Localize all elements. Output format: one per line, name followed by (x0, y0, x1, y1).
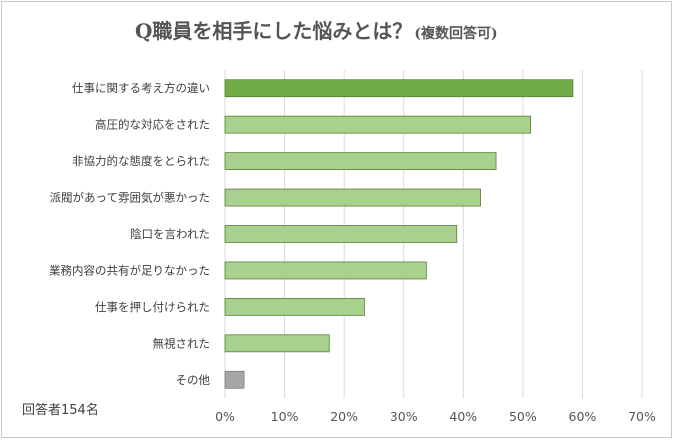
category-label: 陰口を言われた (130, 227, 210, 241)
category-label: 高圧的な対応をされた (95, 118, 210, 132)
chart-title: Q職員を相手にした悩みとは？ (複数回答可) (135, 19, 498, 43)
category-label: 非協力的な態度をとられた (72, 154, 210, 168)
bar (224, 188, 481, 207)
x-tick-label: 60% (569, 409, 597, 424)
x-tick-label: 30% (390, 409, 418, 424)
respondent-note: 回答者154名 (22, 402, 99, 418)
x-axis-tick-labels: 0% 10% 20% 30% 40% 50% 60% 70% (215, 409, 656, 424)
category-label: 派閥があって雰囲気が悪かった (50, 191, 210, 205)
bar (224, 297, 365, 316)
category-label: 無視された (153, 336, 211, 350)
category-label: その他 (176, 373, 211, 387)
bar (224, 370, 245, 389)
x-tick-label: 10% (271, 409, 299, 424)
category-label: 仕事を押し付けられた (95, 300, 210, 314)
bar (224, 225, 458, 243)
x-tick-label: 40% (449, 409, 477, 424)
x-tick-label: 70% (628, 409, 656, 424)
bar (224, 152, 497, 171)
bar (224, 79, 574, 98)
x-tick-label: 20% (330, 409, 358, 424)
chart-title-main: Q職員を相手にした悩みとは？ (135, 19, 412, 43)
bar (224, 115, 532, 134)
category-label: 業務内容の共有が足りなかった (49, 263, 210, 277)
x-tick-label: 50% (509, 409, 537, 424)
x-tick-label: 0% (215, 409, 235, 424)
bar (224, 261, 427, 280)
chart-subtitle: (複数回答可) (414, 25, 497, 42)
category-label: 仕事に関する考え方の違い (72, 81, 210, 95)
bars (224, 79, 574, 389)
bar (224, 334, 330, 353)
category-labels: 仕事に関する考え方の違い高圧的な対応をされた非協力的な態度をとられた派閥があって… (49, 81, 210, 387)
